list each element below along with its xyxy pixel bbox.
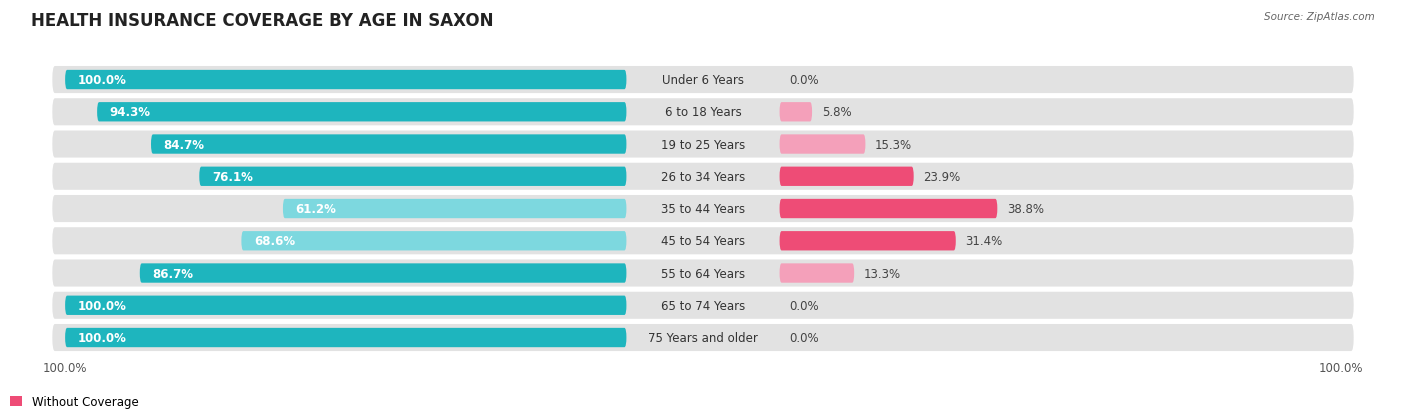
Text: 94.3%: 94.3% — [110, 106, 150, 119]
Text: Under 6 Years: Under 6 Years — [662, 74, 744, 87]
FancyBboxPatch shape — [779, 264, 855, 283]
Text: 76.1%: 76.1% — [212, 171, 253, 183]
FancyBboxPatch shape — [65, 71, 627, 90]
Text: 86.7%: 86.7% — [152, 267, 194, 280]
Text: 15.3%: 15.3% — [875, 138, 912, 151]
Text: 84.7%: 84.7% — [163, 138, 205, 151]
FancyBboxPatch shape — [65, 328, 627, 347]
Text: 35 to 44 Years: 35 to 44 Years — [661, 202, 745, 216]
Text: 100.0%: 100.0% — [77, 74, 127, 87]
FancyBboxPatch shape — [779, 103, 813, 122]
FancyBboxPatch shape — [52, 324, 1354, 351]
Legend: With Coverage, Without Coverage: With Coverage, Without Coverage — [0, 390, 143, 413]
FancyBboxPatch shape — [52, 163, 1354, 190]
Text: 65 to 74 Years: 65 to 74 Years — [661, 299, 745, 312]
FancyBboxPatch shape — [779, 135, 866, 154]
Text: 5.8%: 5.8% — [821, 106, 851, 119]
FancyBboxPatch shape — [150, 135, 627, 154]
Text: 100.0%: 100.0% — [1319, 361, 1364, 374]
FancyBboxPatch shape — [139, 264, 627, 283]
Text: 0.0%: 0.0% — [789, 299, 818, 312]
Text: 0.0%: 0.0% — [789, 74, 818, 87]
Text: 68.6%: 68.6% — [254, 235, 295, 248]
Text: 0.0%: 0.0% — [789, 331, 818, 344]
Text: 19 to 25 Years: 19 to 25 Years — [661, 138, 745, 151]
Text: 61.2%: 61.2% — [295, 202, 336, 216]
FancyBboxPatch shape — [65, 296, 627, 315]
Text: 55 to 64 Years: 55 to 64 Years — [661, 267, 745, 280]
Text: 45 to 54 Years: 45 to 54 Years — [661, 235, 745, 248]
FancyBboxPatch shape — [52, 260, 1354, 287]
Text: 23.9%: 23.9% — [924, 171, 960, 183]
Text: 31.4%: 31.4% — [966, 235, 1002, 248]
FancyBboxPatch shape — [52, 292, 1354, 319]
Text: 26 to 34 Years: 26 to 34 Years — [661, 171, 745, 183]
FancyBboxPatch shape — [97, 103, 627, 122]
Text: HEALTH INSURANCE COVERAGE BY AGE IN SAXON: HEALTH INSURANCE COVERAGE BY AGE IN SAXO… — [31, 12, 494, 30]
FancyBboxPatch shape — [52, 228, 1354, 255]
FancyBboxPatch shape — [779, 232, 956, 251]
Text: 13.3%: 13.3% — [863, 267, 901, 280]
FancyBboxPatch shape — [779, 199, 997, 218]
FancyBboxPatch shape — [200, 167, 627, 187]
FancyBboxPatch shape — [779, 167, 914, 187]
Text: 100.0%: 100.0% — [42, 361, 87, 374]
FancyBboxPatch shape — [283, 199, 627, 218]
Text: 75 Years and older: 75 Years and older — [648, 331, 758, 344]
Text: 100.0%: 100.0% — [77, 299, 127, 312]
FancyBboxPatch shape — [242, 232, 627, 251]
Text: 6 to 18 Years: 6 to 18 Years — [665, 106, 741, 119]
Text: Source: ZipAtlas.com: Source: ZipAtlas.com — [1264, 12, 1375, 22]
FancyBboxPatch shape — [52, 131, 1354, 158]
Text: 100.0%: 100.0% — [77, 331, 127, 344]
FancyBboxPatch shape — [52, 195, 1354, 223]
Text: 38.8%: 38.8% — [1007, 202, 1043, 216]
FancyBboxPatch shape — [52, 99, 1354, 126]
FancyBboxPatch shape — [52, 67, 1354, 94]
